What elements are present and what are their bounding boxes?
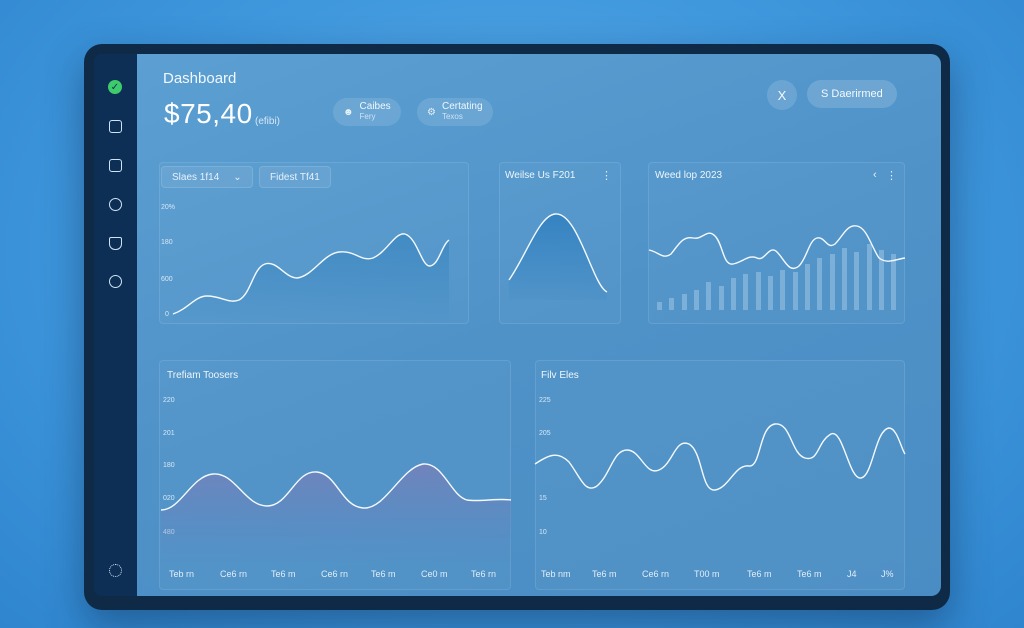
bag-icon[interactable]	[104, 232, 126, 254]
panel-top-right	[648, 162, 905, 324]
series-line	[534, 423, 906, 491]
wave-chart-bottom-left	[160, 463, 512, 562]
y-tick: 225	[539, 397, 551, 404]
panel-top-middle	[499, 162, 621, 324]
gear-icon: ⚙	[427, 106, 436, 118]
x-tick: Te6 m	[271, 569, 296, 579]
x-tick: Ce6 rn	[220, 569, 248, 579]
panel-bottom-right	[535, 360, 905, 590]
series-line	[160, 463, 512, 511]
panel-title: Trefiam Toosers	[167, 370, 239, 381]
page-title: Dashboard	[163, 70, 237, 87]
series-line	[172, 233, 450, 315]
chip-caibes[interactable]: ☻ Caibes Fery	[333, 98, 401, 126]
y-tick: 220	[163, 397, 175, 404]
settings-icon[interactable]	[104, 559, 126, 581]
globe-icon[interactable]	[104, 193, 126, 215]
total-value-sub: (efibi)	[255, 116, 281, 127]
y-tick: 10	[539, 529, 547, 536]
series-line	[508, 213, 608, 293]
chevron-left-icon[interactable]: ‹	[873, 169, 877, 181]
area-fill	[161, 463, 511, 562]
x-tick: Te6 m	[371, 569, 396, 579]
x-tick: Te6 m	[592, 569, 617, 579]
y-tick: 600	[161, 276, 173, 283]
more-icon[interactable]: ⋮	[886, 170, 897, 182]
mail-icon[interactable]	[104, 154, 126, 176]
filter-dropdown-sales[interactable]: Slaes 1f14 ⌄	[161, 166, 253, 188]
x-tick: Teb nm	[541, 569, 571, 579]
x-tick: Teb rn	[169, 569, 195, 579]
x-tick: T00 m	[694, 569, 720, 579]
y-tick: 180	[161, 239, 173, 246]
clipboard-icon[interactable]	[104, 115, 126, 137]
y-tick: 15	[539, 495, 547, 502]
filter-fidest[interactable]: Fidest Tf41	[259, 166, 331, 188]
x-tick: Ce0 m	[421, 569, 448, 579]
combo-chart	[648, 225, 906, 310]
area-fill	[173, 233, 449, 322]
y-tick: 20%	[161, 204, 176, 211]
x-tick: Te6 m	[797, 569, 822, 579]
series-line	[648, 225, 906, 270]
total-value: $75,40	[164, 98, 253, 129]
bar-series	[657, 244, 896, 310]
panel-title: Weilse Us F201	[505, 170, 576, 181]
close-button[interactable]: X	[767, 80, 797, 110]
primary-action-button[interactable]: S Daerirmed	[807, 80, 897, 108]
y-tick: 205	[539, 430, 551, 437]
y-tick: 201	[163, 430, 175, 437]
area-fill	[509, 213, 607, 300]
line-chart-top-left	[172, 233, 450, 322]
x-tick: J4	[847, 569, 857, 579]
y-tick: 180	[163, 462, 175, 469]
check-circle-icon[interactable]: ✓	[104, 76, 126, 98]
y-tick: 0	[165, 311, 169, 318]
x-tick: Te6 m	[747, 569, 772, 579]
panel-title: Filv Eles	[541, 370, 579, 381]
x-tick: J%	[881, 569, 894, 579]
x-tick: Ce6 rn	[642, 569, 670, 579]
compass-icon[interactable]	[104, 270, 126, 292]
chevron-down-icon: ⌄	[233, 171, 242, 183]
more-icon[interactable]: ⋮	[601, 170, 612, 182]
panel-title: Weed lop 2023	[655, 170, 723, 181]
bell-chart	[508, 213, 608, 300]
sidebar: ✓	[94, 54, 137, 596]
chip-certating[interactable]: ⚙ Certating Texos	[417, 98, 493, 126]
panel-top-left	[159, 162, 469, 324]
panel-bottom-left	[159, 360, 511, 590]
y-tick: 020	[163, 495, 175, 502]
wave-chart-bottom-right	[534, 423, 906, 491]
x-tick: Ce6 rn	[321, 569, 349, 579]
dashboard-screen: Dashboard $75,40 (efibi) ☻ Caibes Fery ⚙ …	[137, 54, 941, 596]
user-icon: ☻	[343, 106, 354, 118]
x-tick: Te6 rn	[471, 569, 497, 579]
